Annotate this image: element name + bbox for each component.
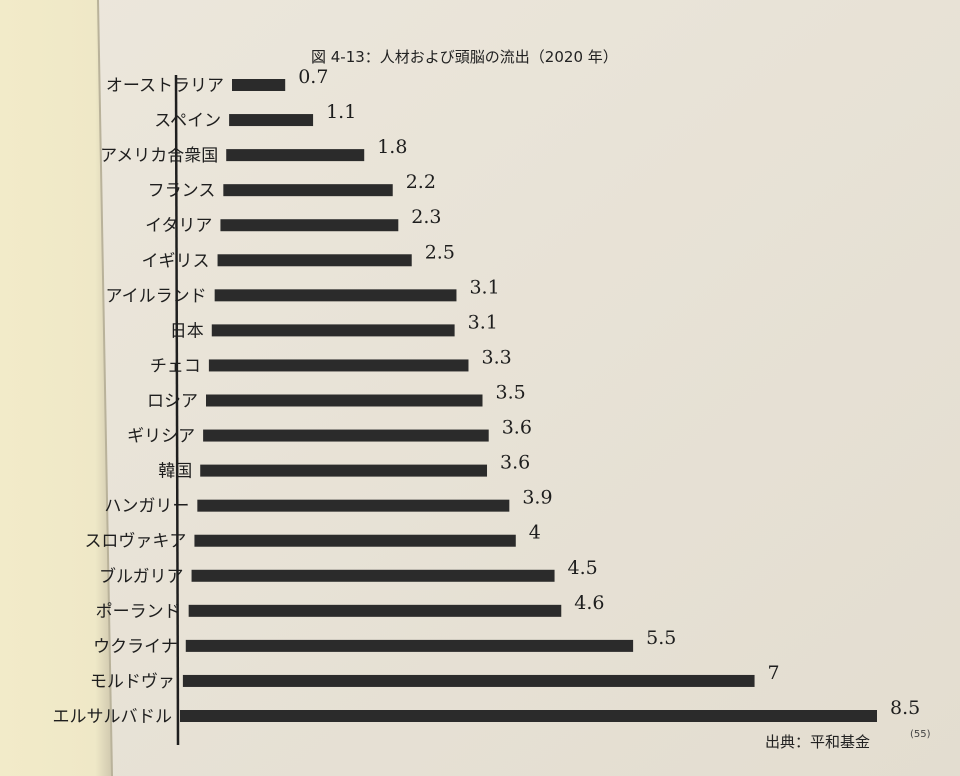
category-label: スロヴァキア [84, 532, 186, 552]
value-label: 5.5 [646, 627, 676, 649]
category-label: チェコ [150, 356, 201, 376]
value-label: 1.8 [377, 136, 407, 158]
bar [232, 79, 286, 91]
bar [229, 114, 314, 127]
bar [191, 569, 555, 582]
value-label: 8.5 [890, 697, 920, 719]
value-label: 4.5 [568, 557, 598, 579]
category-label: イタリア [145, 216, 212, 236]
bar [180, 710, 877, 722]
category-label: モルドヴァ [90, 672, 175, 692]
category-label: アイルランド [106, 286, 207, 306]
bar [214, 289, 457, 302]
value-label: 3.9 [522, 487, 552, 509]
bar [188, 604, 562, 617]
bar [197, 499, 510, 512]
category-label: 韓国 [158, 462, 192, 482]
value-label: 1.1 [326, 101, 356, 123]
bar [182, 674, 755, 687]
bar [185, 639, 634, 652]
left-page [0, 0, 112, 776]
value-label: 3.6 [500, 452, 530, 474]
bar [220, 219, 399, 232]
bar [211, 324, 455, 337]
value-label: 2.5 [425, 241, 455, 263]
value-label: 4.6 [574, 592, 604, 614]
value-label: 2.2 [406, 171, 436, 193]
value-label: 3.1 [469, 276, 499, 298]
bar [194, 534, 516, 547]
bar [203, 429, 489, 442]
bar [226, 149, 365, 162]
source-label: 出典：平和基金 [765, 733, 870, 751]
value-label: 4 [529, 522, 541, 544]
bar [206, 394, 483, 407]
category-label: フランス [148, 181, 216, 201]
value-label: 2.3 [411, 206, 441, 228]
bar [200, 464, 488, 477]
value-label: 7 [768, 662, 780, 684]
category-label: スペイン [154, 111, 221, 131]
category-label: ロシア [147, 392, 198, 412]
page-gutter [97, 0, 113, 776]
category-label: エルサルバドル [52, 707, 172, 727]
category-label: ギリシア [127, 427, 195, 447]
category-label: ポーランド [96, 602, 181, 622]
value-label: 3.6 [502, 417, 532, 439]
value-label: 0.7 [298, 66, 328, 88]
bar [208, 359, 469, 372]
category-label: 日本 [170, 321, 204, 341]
category-label: ウクライナ [93, 637, 178, 657]
bar [223, 184, 393, 197]
category-label: ハンガリー [104, 497, 189, 517]
category-label: ブルガリア [99, 566, 184, 587]
bar [217, 254, 412, 267]
category-label: アメリカ合衆国 [100, 146, 218, 166]
value-label: 3.5 [496, 382, 526, 404]
y-axis-line [174, 74, 180, 746]
category-label: オーストラリア [106, 76, 224, 96]
chart-title: 図 4-13：人材および頭脳の流出（2020 年） [311, 48, 618, 66]
value-label: 3.1 [468, 311, 498, 333]
source-reference: (55) [910, 729, 931, 740]
bars-layer: オーストラリア 0.7 スペイン 1.1 アメリカ合衆国 1.8 フランス 2.2 イタリア 2.… [52, 66, 920, 727]
value-label: 3.3 [481, 346, 511, 368]
